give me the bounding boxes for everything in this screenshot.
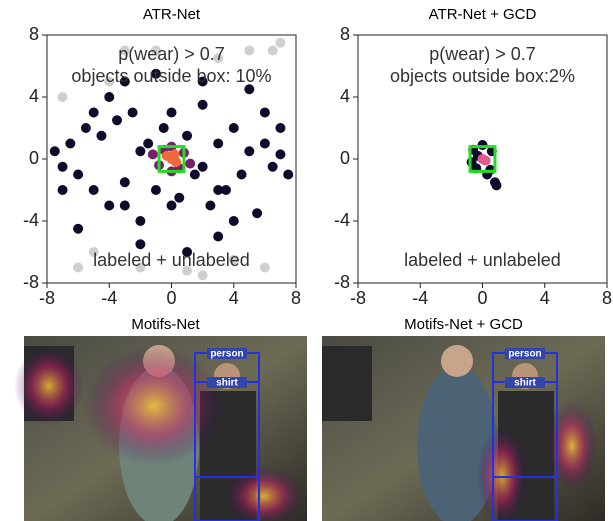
y-tick-label: -4 bbox=[334, 210, 350, 230]
point bbox=[73, 170, 83, 180]
y-tick-label: 8 bbox=[340, 24, 350, 44]
box-label: person bbox=[508, 349, 541, 360]
y-tick-label: 4 bbox=[340, 86, 350, 106]
annotation: p(wear) > 0.7 bbox=[429, 44, 536, 64]
point bbox=[492, 180, 502, 190]
point bbox=[151, 185, 161, 195]
point bbox=[244, 46, 254, 56]
point bbox=[229, 216, 239, 226]
head bbox=[441, 345, 473, 377]
x-tick-label: 8 bbox=[602, 288, 612, 308]
point bbox=[213, 139, 223, 149]
annotation: objects outside box: 10% bbox=[71, 66, 271, 86]
point bbox=[58, 162, 68, 172]
point bbox=[104, 201, 114, 211]
point bbox=[205, 201, 215, 211]
point bbox=[244, 84, 254, 94]
point bbox=[244, 146, 254, 156]
point bbox=[467, 157, 477, 167]
x-tick-label: 0 bbox=[477, 288, 487, 308]
point bbox=[170, 149, 180, 159]
chart-title: ATR-Net + GCD bbox=[429, 6, 537, 23]
point bbox=[73, 224, 83, 234]
point bbox=[112, 115, 122, 125]
y-tick-label: 0 bbox=[340, 148, 350, 168]
point bbox=[50, 146, 60, 156]
point bbox=[128, 108, 138, 118]
point bbox=[252, 208, 262, 218]
point bbox=[148, 149, 158, 159]
point bbox=[135, 146, 145, 156]
point bbox=[237, 170, 247, 180]
poster bbox=[322, 346, 372, 421]
point bbox=[81, 123, 91, 133]
heatmap bbox=[14, 346, 84, 426]
x-tick-label: 4 bbox=[229, 288, 239, 308]
point bbox=[65, 139, 75, 149]
chart-title: ATR-Net bbox=[143, 6, 201, 23]
point bbox=[96, 131, 106, 141]
x-tick-label: -4 bbox=[412, 288, 428, 308]
point bbox=[58, 92, 68, 102]
y-tick-label: 0 bbox=[29, 148, 39, 168]
point bbox=[120, 177, 130, 187]
point bbox=[143, 139, 153, 149]
point bbox=[213, 232, 223, 242]
box-label: shirt bbox=[514, 378, 536, 389]
point bbox=[260, 139, 270, 149]
annotation: objects outside box:2% bbox=[390, 66, 575, 86]
point bbox=[182, 131, 192, 141]
annotation: labeled + unlabeled bbox=[404, 250, 561, 270]
x-tick-label: 8 bbox=[291, 288, 301, 308]
image-title: Motifs-Net + GCD bbox=[404, 316, 523, 333]
figure: ATR-Net-8-4048-8-4048p(wear) > 0.7object… bbox=[0, 0, 613, 521]
x-tick-label: -4 bbox=[101, 288, 117, 308]
figure-canvas: ATR-Net-8-4048-8-4048p(wear) > 0.7object… bbox=[0, 0, 613, 521]
point bbox=[268, 46, 278, 56]
point bbox=[89, 185, 99, 195]
point bbox=[275, 149, 285, 159]
x-tick-label: -8 bbox=[350, 288, 366, 308]
point bbox=[213, 185, 223, 195]
point bbox=[135, 216, 145, 226]
point bbox=[268, 162, 278, 172]
y-tick-label: 8 bbox=[29, 24, 39, 44]
annotation: labeled + unlabeled bbox=[93, 250, 250, 270]
box-label: shirt bbox=[216, 378, 238, 389]
x-tick-label: -8 bbox=[39, 288, 55, 308]
point bbox=[198, 100, 208, 110]
point bbox=[167, 201, 177, 211]
image-title: Motifs-Net bbox=[131, 316, 200, 333]
point bbox=[167, 108, 177, 118]
y-tick-label: -8 bbox=[23, 272, 39, 292]
point bbox=[73, 263, 83, 273]
y-tick-label: 4 bbox=[29, 86, 39, 106]
x-tick-label: 0 bbox=[166, 288, 176, 308]
point bbox=[478, 140, 488, 150]
point bbox=[260, 263, 270, 273]
heatmap bbox=[84, 346, 224, 466]
point bbox=[190, 170, 200, 180]
point bbox=[260, 108, 270, 118]
point bbox=[135, 239, 145, 249]
point bbox=[174, 193, 184, 203]
point bbox=[198, 270, 208, 280]
point bbox=[58, 185, 68, 195]
point bbox=[283, 170, 293, 180]
point bbox=[89, 108, 99, 118]
point bbox=[104, 92, 114, 102]
point bbox=[229, 123, 239, 133]
x-tick-label: 4 bbox=[540, 288, 550, 308]
point bbox=[159, 123, 169, 133]
box-label: person bbox=[210, 349, 243, 360]
point bbox=[185, 159, 195, 169]
point bbox=[481, 156, 491, 166]
y-tick-label: -4 bbox=[23, 210, 39, 230]
annotation: p(wear) > 0.7 bbox=[118, 44, 225, 64]
point bbox=[120, 201, 130, 211]
point bbox=[198, 162, 208, 172]
y-tick-label: -8 bbox=[334, 272, 350, 292]
point bbox=[275, 38, 285, 48]
point bbox=[275, 123, 285, 133]
